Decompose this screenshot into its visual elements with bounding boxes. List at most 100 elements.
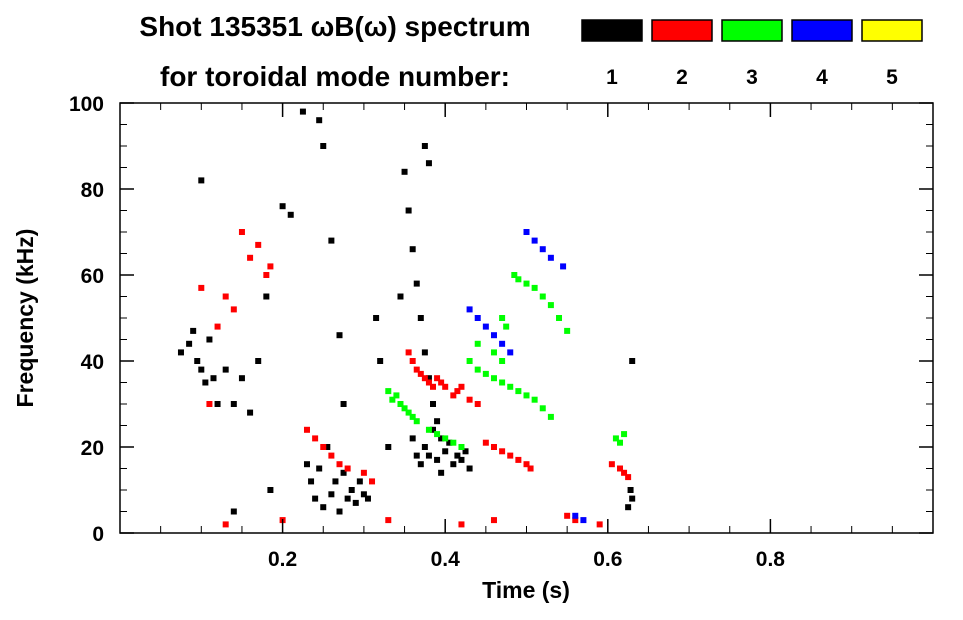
data-point-n1 (421, 444, 428, 450)
data-point-n2 (608, 461, 615, 468)
data-point-n2 (474, 401, 481, 407)
data-point-n2 (267, 263, 274, 270)
data-point-n2 (523, 461, 530, 468)
legend-label-n2: 2 (676, 66, 688, 89)
data-point-n2 (482, 439, 489, 446)
data-point-n1 (263, 293, 270, 300)
data-point-n1 (348, 487, 355, 493)
data-point-n1 (287, 211, 294, 218)
data-point-n1 (336, 332, 343, 339)
data-point-n2 (222, 521, 229, 528)
axes: 0.2 0.4 0.6 0.8 0 20 40 60 80 100 (69, 93, 933, 571)
data-point-n4 (547, 254, 554, 261)
data-point-n2 (230, 306, 237, 313)
data-point-n1 (186, 340, 193, 347)
data-point-n2 (369, 478, 376, 485)
data-point-n1 (430, 426, 437, 433)
data-point-n2 (198, 284, 205, 291)
data-point-n1 (629, 358, 636, 364)
data-point-n1 (373, 315, 380, 321)
data-point-n1 (303, 461, 310, 468)
data-point-n3 (499, 315, 506, 321)
x-tick-label: 0.8 (756, 548, 786, 571)
data-point-n2 (320, 444, 327, 450)
data-point-n1 (238, 375, 245, 382)
data-point-n3 (397, 401, 404, 407)
data-point-n1 (255, 358, 262, 364)
y-tick-label: 60 (81, 265, 104, 288)
x-tick-label: 0.2 (268, 548, 297, 571)
data-point-n3 (499, 379, 506, 386)
data-point-n1 (316, 465, 323, 472)
y-tick-label: 100 (69, 93, 104, 116)
y-tick-label: 0 (92, 523, 104, 546)
data-point-n3 (474, 366, 481, 373)
data-point-n3 (547, 302, 554, 309)
data-point-n1 (320, 143, 327, 149)
data-point-n1 (413, 280, 420, 287)
data-point-n4 (580, 517, 587, 524)
data-point-n4 (507, 349, 514, 356)
data-point-n4 (474, 315, 481, 321)
legend-label-n1: 1 (606, 66, 618, 89)
chart-title-line2: for toroidal mode number: (160, 61, 510, 92)
data-point-n3 (616, 439, 623, 446)
data-point-n1 (312, 495, 319, 502)
data-point-n1 (405, 207, 412, 214)
data-point-n3 (490, 375, 497, 382)
data-point-n3 (515, 276, 522, 283)
data-point-n3 (523, 280, 530, 287)
data-point-n1 (425, 160, 432, 167)
data-point-n1 (446, 439, 453, 446)
data-point-n3 (539, 293, 546, 300)
y-tick-label: 20 (81, 437, 104, 460)
data-point-n2 (430, 383, 437, 390)
data-point-n1 (409, 246, 416, 253)
data-point-n1 (230, 508, 237, 515)
data-point-n3 (523, 392, 530, 399)
y-tick-label: 80 (81, 179, 104, 202)
data-point-n1 (438, 469, 445, 476)
data-point-n1 (409, 435, 416, 442)
data-point-n2 (458, 383, 465, 390)
legend-label-n5: 5 (886, 66, 898, 89)
data-point-n1 (385, 444, 392, 450)
data-point-n1 (340, 401, 347, 407)
x-axis-label: Time (s) (482, 577, 570, 603)
data-point-n1 (340, 469, 347, 476)
data-point-n1 (198, 177, 205, 184)
data-point-n2 (336, 461, 343, 468)
series-n1 (177, 108, 636, 515)
data-point-n3 (612, 435, 619, 442)
series-n3 (385, 272, 628, 450)
data-point-n2 (238, 229, 245, 235)
data-point-n4 (572, 512, 579, 519)
x-tick-label: 0.6 (593, 548, 622, 571)
data-point-n1 (332, 478, 339, 485)
data-point-n3 (539, 405, 546, 412)
data-point-n3 (531, 396, 538, 403)
data-point-n1 (328, 237, 335, 244)
data-point-n2 (360, 469, 367, 476)
data-point-n2 (442, 383, 449, 390)
data-point-n2 (616, 465, 623, 472)
data-point-n1 (356, 478, 363, 485)
data-point-n1 (324, 444, 331, 450)
data-point-n2 (490, 444, 497, 450)
data-point-n2 (438, 379, 445, 386)
data-point-n1 (230, 401, 237, 407)
data-point-n1 (316, 117, 323, 124)
data-point-n1 (421, 143, 428, 149)
data-point-n3 (425, 426, 432, 433)
data-point-n1 (247, 409, 254, 416)
data-point-n3 (434, 431, 441, 438)
data-point-n1 (458, 456, 465, 463)
data-point-n2 (425, 379, 432, 386)
data-point-n2 (312, 435, 319, 442)
data-point-n2 (490, 517, 497, 524)
data-point-n1 (214, 401, 221, 407)
data-point-n2 (328, 452, 335, 459)
data-point-n1 (454, 452, 461, 459)
data-point-n3 (547, 413, 554, 420)
